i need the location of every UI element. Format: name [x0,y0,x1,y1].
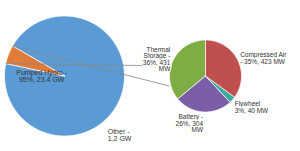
svg-text:Pumped Hydro -95%, 23.4 GW: Pumped Hydro -95%, 23.4 GW [16,69,68,83]
svg-text:Flywheel3%, 40 MW: Flywheel3%, 40 MW [235,100,269,114]
svg-text:Battery -26%, 304MW: Battery -26%, 304MW [176,113,204,133]
svg-text:Other -1.2 GW: Other -1.2 GW [108,128,132,142]
svg-text:ThermalStorage -36%, 431MW: ThermalStorage -36%, 431MW [143,46,171,73]
svg-text:Compressed Air- 35%, 423 MW: Compressed Air- 35%, 423 MW [240,51,287,65]
